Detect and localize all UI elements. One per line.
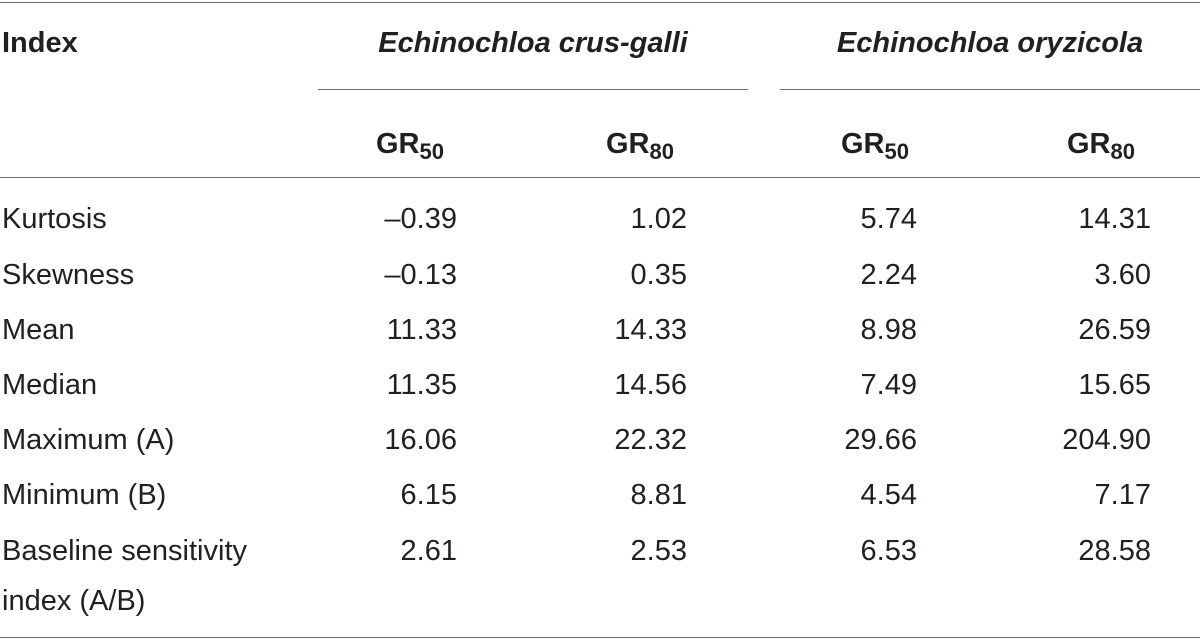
table-cell: 7.49 xyxy=(860,369,917,401)
table-cell: 8.98 xyxy=(860,314,917,346)
table-cell: 0.35 xyxy=(630,259,687,291)
table-cell: 3.60 xyxy=(1094,259,1151,291)
table-cell: 7.17 xyxy=(1094,479,1151,511)
row-label-minimum: Minimum (B) xyxy=(2,479,167,511)
column-header-base: GR xyxy=(1067,128,1111,160)
row-label-baseline-sensitivity-line1: Baseline sensitivity xyxy=(2,535,247,567)
species-header-oryzicola: Echinochloa oryzicola xyxy=(836,27,1144,59)
row-label-baseline-sensitivity-line2: index (A/B) xyxy=(2,585,146,617)
table-cell: 29.66 xyxy=(844,424,917,456)
row-label-mean: Mean xyxy=(2,314,75,346)
header-rule xyxy=(0,177,1200,178)
column-header-subscript: 80 xyxy=(1110,139,1135,164)
row-label-kurtosis: Kurtosis xyxy=(2,203,107,235)
table-cell: 2.53 xyxy=(630,535,687,567)
group-rule-oryzicola xyxy=(780,89,1200,90)
table-cell: 14.31 xyxy=(1078,203,1151,235)
table-cell: –0.13 xyxy=(384,259,457,291)
table-cell: 11.33 xyxy=(386,314,457,346)
index-header: Index xyxy=(2,27,78,59)
table-cell: 14.56 xyxy=(614,369,687,401)
column-header-oryzicola-gr80: GR80 xyxy=(1036,128,1166,163)
row-label-skewness: Skewness xyxy=(2,259,135,291)
table-cell: 15.65 xyxy=(1078,369,1151,401)
top-rule xyxy=(0,2,1200,3)
group-rule-crus-galli xyxy=(318,89,748,90)
column-header-base: GR xyxy=(606,128,650,160)
table-cell: 26.59 xyxy=(1078,314,1151,346)
table-cell: 22.32 xyxy=(614,424,687,456)
column-header-subscript: 80 xyxy=(649,139,674,164)
table-cell: 204.90 xyxy=(1062,424,1151,456)
table-cell: 16.06 xyxy=(384,424,457,456)
column-header-base: GR xyxy=(376,128,420,160)
column-header-subscript: 50 xyxy=(419,139,444,164)
column-header-crus-galli-gr50: GR50 xyxy=(345,128,475,163)
table-cell: 11.35 xyxy=(386,369,457,401)
table-cell: 14.33 xyxy=(614,314,687,346)
table-cell: 4.54 xyxy=(860,479,917,511)
column-header-oryzicola-gr50: GR50 xyxy=(810,128,940,163)
column-header-crus-galli-gr80: GR80 xyxy=(575,128,705,163)
row-label-median: Median xyxy=(2,369,98,401)
table-cell: 6.15 xyxy=(400,479,457,511)
bottom-rule xyxy=(0,637,1200,638)
table-cell: 28.58 xyxy=(1078,535,1151,567)
table-cell: 2.24 xyxy=(860,259,917,291)
table-cell: 6.53 xyxy=(860,535,917,567)
table-cell: 8.81 xyxy=(630,479,687,511)
table-cell: 2.61 xyxy=(400,535,457,567)
table-cell: –0.39 xyxy=(384,203,457,235)
species-header-crus-galli: Echinochloa crus-galli xyxy=(378,27,688,59)
table-cell: 1.02 xyxy=(630,203,687,235)
column-header-subscript: 50 xyxy=(884,139,909,164)
table-cell: 5.74 xyxy=(860,203,917,235)
row-label-maximum: Maximum (A) xyxy=(2,424,175,456)
column-header-base: GR xyxy=(841,128,885,160)
